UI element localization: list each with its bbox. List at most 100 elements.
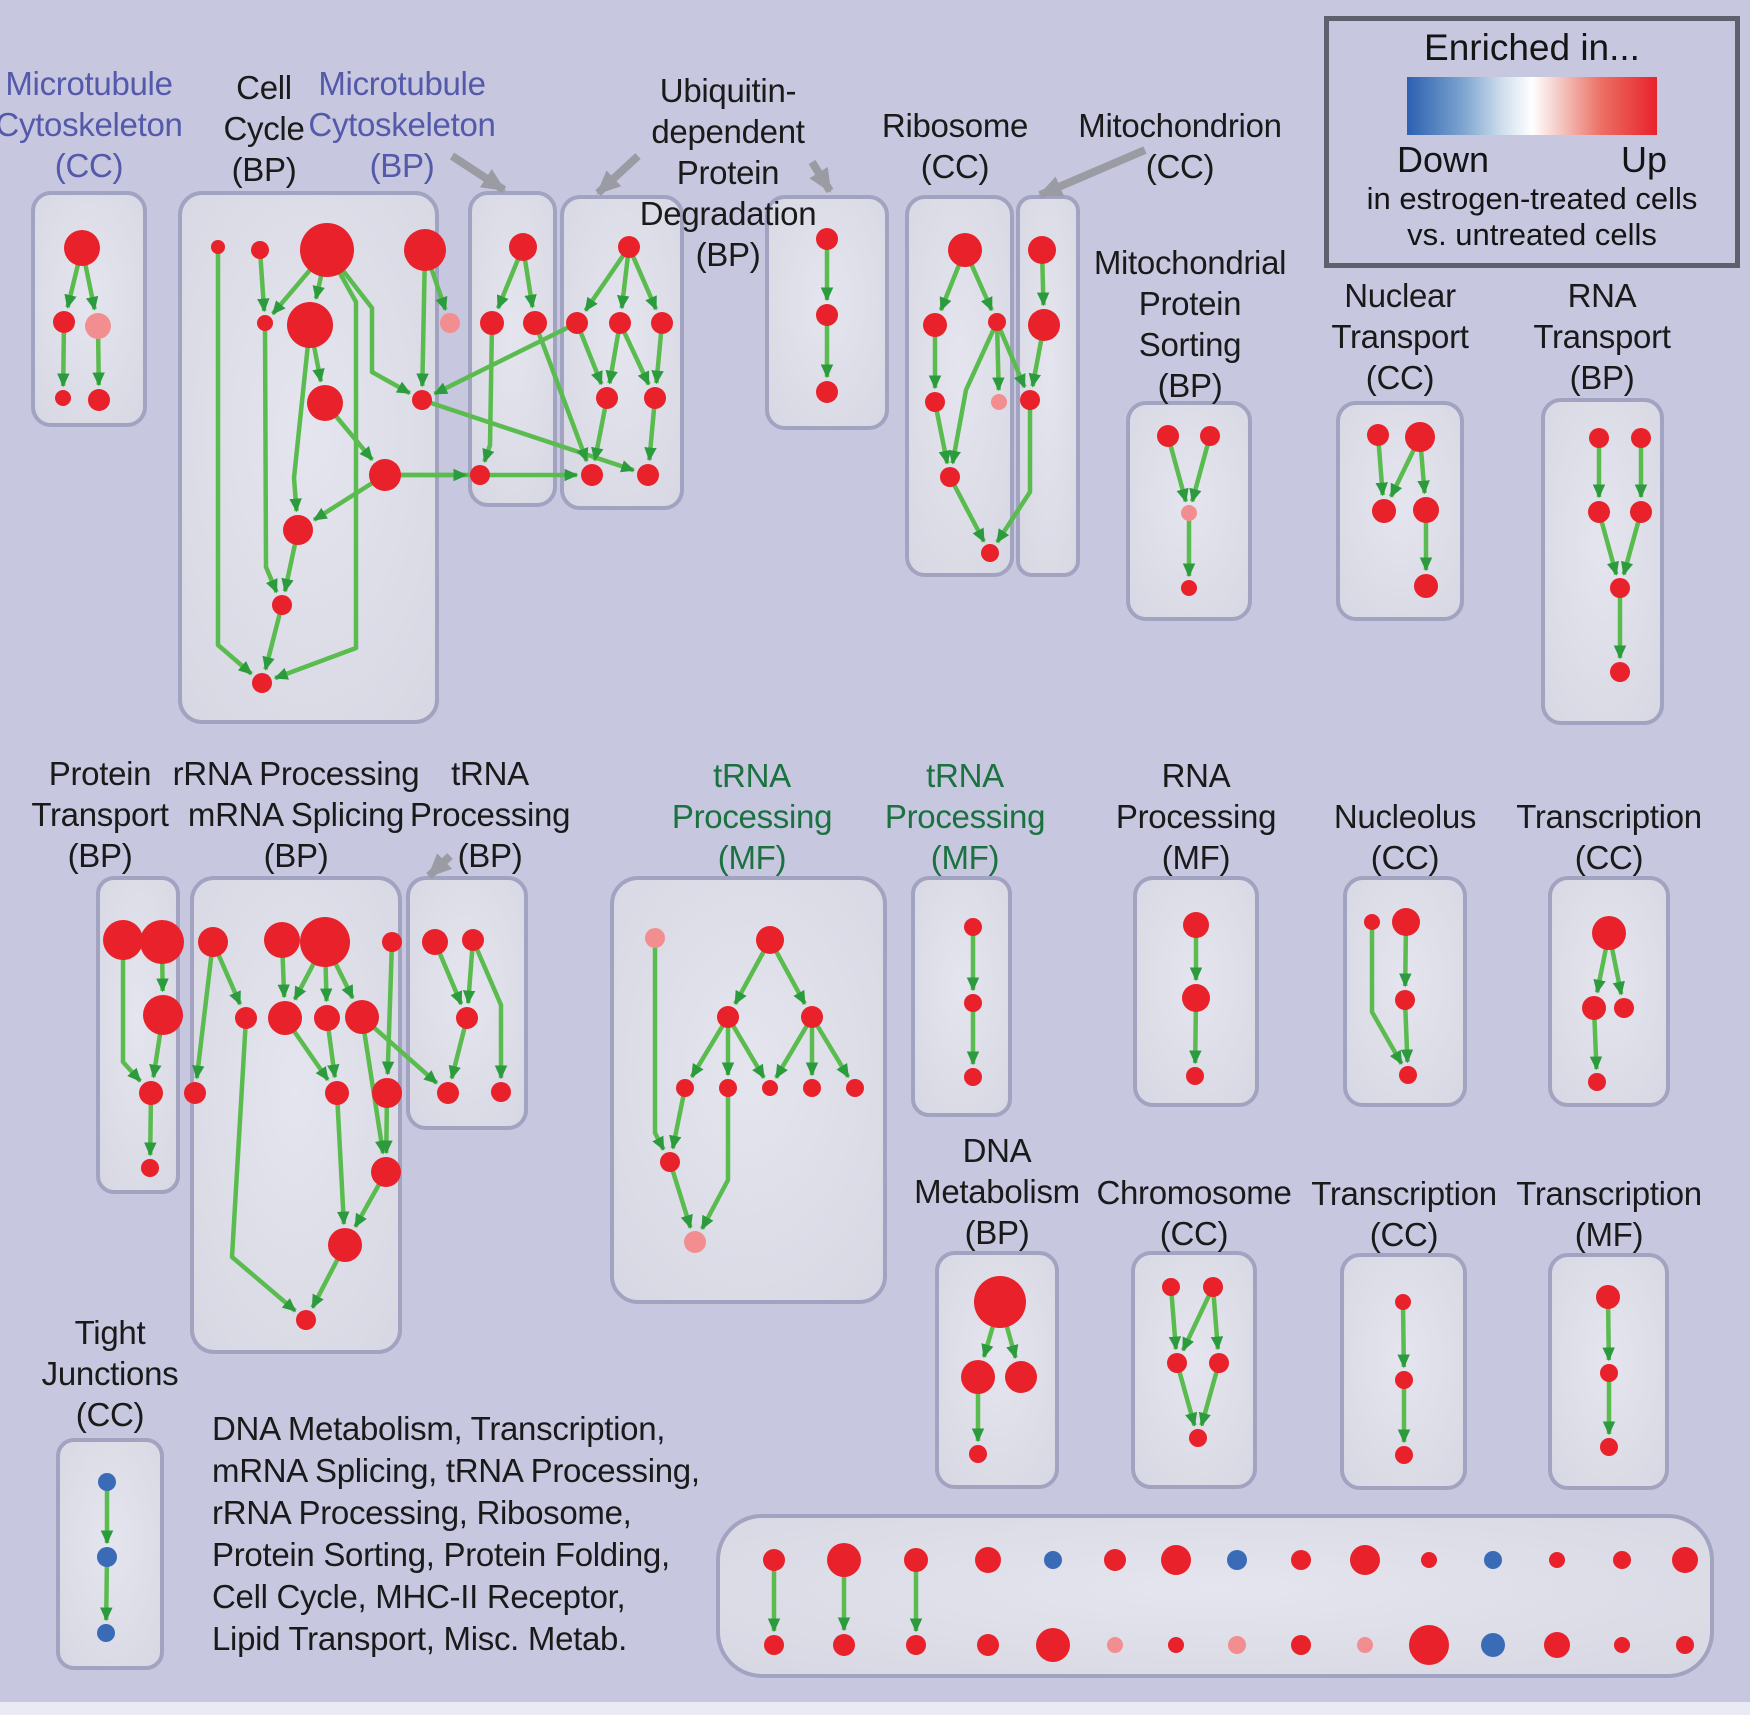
- node-mtcc4: [55, 390, 71, 406]
- edge-tm4-tm7: [774, 1015, 814, 1079]
- node-bt7: [1161, 1545, 1191, 1575]
- legend-gradient-bar: [1407, 77, 1657, 135]
- edge-rr5-rr14: [229, 1017, 297, 1313]
- cluster-label-cell-cycle: Cell Cycle (BP): [223, 69, 304, 188]
- node-pt2: [140, 920, 184, 964]
- node-mb2: [480, 311, 504, 335]
- edge-ub1-ub4: [626, 246, 659, 311]
- cluster-label-mt-bp: Microtubule Cytoskeleton (BP): [308, 65, 495, 184]
- cluster-label-protein-transport: Protein Transport (BP): [31, 755, 168, 874]
- node-bb1: [764, 1635, 784, 1655]
- node-nu1: [1364, 914, 1380, 930]
- node-ch4: [1209, 1353, 1229, 1373]
- edge-cc12-cc13: [262, 604, 285, 671]
- node-bb14: [1614, 1637, 1630, 1653]
- node-mb4: [470, 465, 490, 485]
- node-rb6: [940, 467, 960, 487]
- edge-ch2-ch3: [1180, 1286, 1216, 1352]
- edge-rb3-rb5: [992, 321, 1005, 392]
- node-rr14: [296, 1310, 316, 1330]
- node-tf3: [1600, 1438, 1618, 1456]
- edge-rr8-rr12: [359, 1016, 388, 1155]
- edge-rr1-rr9: [192, 941, 216, 1080]
- legend-up-label: Up: [1620, 139, 1667, 180]
- node-nu4: [1399, 1066, 1417, 1084]
- node-ub5: [596, 387, 618, 409]
- node-rp3: [1186, 1067, 1204, 1085]
- legend-subtitle-1: in estrogen-treated cells: [1366, 181, 1698, 216]
- node-cc10: [369, 459, 401, 491]
- node-us1: [816, 228, 838, 250]
- node-tn3: [964, 1068, 982, 1086]
- edge-rr4-rr11: [381, 941, 395, 1076]
- cluster-label-transcription-cc-2: Transcription (CC): [1311, 1175, 1497, 1253]
- cluster-label-ribosome: Ribosome (CC): [882, 107, 1028, 185]
- edge-tm1-tm10: [652, 938, 666, 1151]
- node-tm2: [756, 926, 784, 954]
- node-tm9: [846, 1079, 864, 1097]
- node-ch3: [1167, 1353, 1187, 1373]
- edge-cc1-cc13: [215, 247, 253, 676]
- node-rb7: [981, 544, 999, 562]
- edge-tm4-tm9: [810, 1015, 851, 1079]
- cluster-label-trna-mf-1: tRNA Processing (MF): [672, 757, 832, 876]
- node-rr1: [198, 927, 228, 957]
- cluster-box-nuclear-transport: [1336, 401, 1464, 621]
- node-ub3: [609, 312, 631, 334]
- node-bb6: [1107, 1637, 1123, 1653]
- node-tm10: [660, 1152, 680, 1172]
- node-bb4: [977, 1634, 999, 1656]
- misc-clusters-caption: DNA Metabolism, Transcription, mRNA Splic…: [212, 1410, 700, 1657]
- node-tm6: [719, 1079, 737, 1097]
- node-tc3: [1614, 998, 1634, 1018]
- node-pt4: [139, 1081, 163, 1105]
- node-bb8: [1228, 1636, 1246, 1654]
- cluster-box-trna-mf-2: [911, 876, 1012, 1117]
- node-pt1: [103, 920, 143, 960]
- node-tj3: [97, 1624, 115, 1642]
- node-bb15: [1676, 1636, 1694, 1654]
- node-rr13: [328, 1228, 362, 1262]
- cluster-box-rna-transport: [1541, 398, 1664, 725]
- node-rt5: [1610, 578, 1630, 598]
- node-rt3: [1588, 501, 1610, 523]
- cluster-label-nuclear-transport: Nuclear Transport (CC): [1331, 277, 1468, 396]
- node-bt9: [1291, 1550, 1311, 1570]
- gray-pointer-to-trna-bp-box: [426, 853, 453, 879]
- cluster-label-transcription-mf: Transcription (MF): [1516, 1175, 1702, 1253]
- node-bt2: [827, 1543, 861, 1577]
- node-tb5: [491, 1082, 511, 1102]
- node-rt4: [1630, 501, 1652, 523]
- gray-pointer-to-mitochondrion-box: [1038, 146, 1147, 199]
- node-ch5: [1189, 1429, 1207, 1447]
- node-cc5: [257, 315, 273, 331]
- node-ub1: [618, 236, 640, 258]
- node-dm3: [1005, 1361, 1037, 1393]
- node-ub2: [566, 312, 588, 334]
- node-mtcc3: [85, 313, 111, 339]
- node-cc7: [440, 313, 460, 333]
- edge-tm5-tm10: [669, 1087, 688, 1150]
- cluster-box-transcription-cc-1: [1548, 876, 1670, 1107]
- node-rr5: [235, 1007, 257, 1029]
- node-bt8: [1227, 1550, 1247, 1570]
- node-bt14: [1613, 1551, 1631, 1569]
- cluster-label-mps: Mitochondrial Protein Sorting (BP): [1094, 244, 1286, 404]
- node-cc2: [251, 241, 269, 259]
- cluster-label-rrna: rRNA Processing mRNA Splicing (BP): [173, 755, 420, 874]
- node-bt13: [1549, 1552, 1565, 1568]
- node-tm11: [684, 1231, 706, 1253]
- node-mtcc2: [53, 311, 75, 333]
- node-bt5: [1044, 1551, 1062, 1569]
- node-bt15: [1672, 1547, 1698, 1573]
- node-ch2: [1203, 1277, 1223, 1297]
- gray-pointer-to-ubiquitin-main-box: [595, 153, 641, 196]
- node-bb7: [1168, 1637, 1184, 1653]
- node-tj2: [97, 1547, 117, 1567]
- node-ub8: [637, 464, 659, 486]
- node-cc3: [300, 223, 354, 277]
- edge-ub3-ub6: [617, 322, 651, 386]
- node-tc1: [1592, 916, 1626, 950]
- cluster-label-ubiquitin: Ubiquitin-dependent Protein Degradation (BP…: [640, 72, 817, 273]
- node-nu3: [1395, 990, 1415, 1010]
